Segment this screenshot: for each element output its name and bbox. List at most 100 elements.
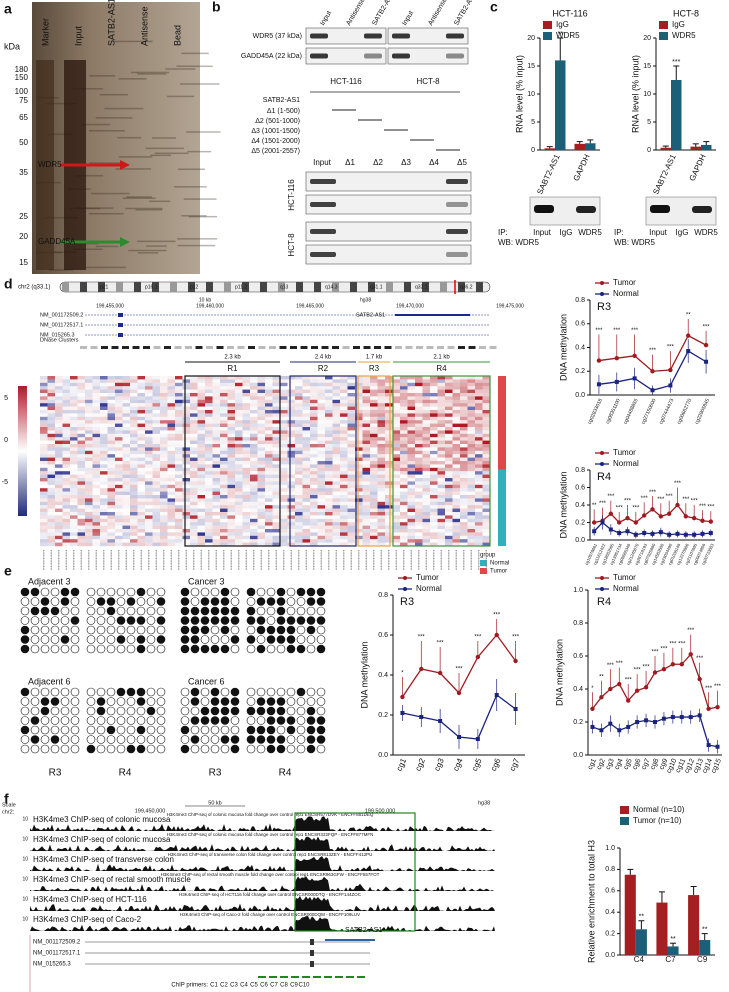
heat-cell (355, 423, 363, 428)
heat-cell (227, 542, 236, 547)
heat-cell (62, 532, 71, 536)
cpg-dot (306, 597, 316, 606)
cpg-dot (20, 744, 30, 754)
heat-cell (422, 413, 431, 417)
heat-cell (55, 457, 63, 462)
heat-cell (70, 461, 78, 465)
heat-cell (197, 474, 206, 479)
heat-cell (167, 518, 176, 523)
heat-cell (475, 416, 483, 421)
heat-cell (265, 505, 273, 509)
heat-cell (265, 457, 273, 462)
heat-cell (407, 379, 416, 383)
heat-cell (122, 474, 131, 479)
point (590, 706, 595, 711)
significance: *** (625, 678, 633, 684)
blot-band (364, 33, 382, 39)
blot-band (576, 206, 596, 213)
heat-cell (347, 464, 356, 468)
cpg-dot (146, 744, 156, 754)
heat-cell (437, 484, 446, 489)
heat-cell (40, 518, 48, 523)
heat-cell (107, 382, 116, 387)
cpg-dot (180, 706, 190, 716)
heat-cell (407, 512, 416, 516)
heat-cell (220, 518, 228, 523)
blot-band (310, 53, 328, 59)
heat-cell (250, 427, 258, 431)
region-label: R4 (597, 596, 611, 608)
heat-cell (392, 522, 401, 526)
heat-cell (205, 379, 213, 383)
heat-cell (167, 488, 176, 492)
heat-cell (370, 542, 378, 547)
cpg-dot (136, 725, 146, 735)
heat-cell (160, 444, 168, 448)
heat-cell (152, 454, 161, 458)
cpg-dot (30, 616, 40, 625)
cpg-dot (246, 587, 256, 597)
heat-cell (437, 515, 446, 519)
band-label: q14.3 (325, 284, 338, 290)
heat-cell (92, 399, 101, 404)
label: R3 (209, 768, 222, 779)
heat-cell (295, 474, 303, 479)
heat-cell (317, 461, 326, 465)
heat-cell (430, 474, 438, 479)
point (608, 511, 614, 516)
heat-cell (475, 488, 483, 492)
heat-cell (422, 444, 431, 448)
heat-cell (445, 522, 453, 526)
y-tick-label: 15 (527, 63, 535, 70)
point (650, 369, 655, 374)
heat-cell (317, 457, 326, 462)
heat-cell (122, 525, 131, 530)
heat-cell (280, 535, 288, 540)
heat-cell (40, 386, 48, 390)
heat-cell (362, 525, 371, 530)
heat-cell (212, 416, 221, 421)
heat-cell (47, 416, 56, 421)
heat-cell (452, 518, 461, 523)
heat-cell (287, 481, 296, 485)
heat-cell (257, 542, 266, 547)
heat-cell (40, 501, 48, 506)
cpg-dot (210, 725, 220, 735)
heat-cell (190, 454, 198, 458)
heat-cell (122, 508, 131, 513)
heat-cell (145, 474, 153, 479)
heat-cell (62, 539, 71, 543)
lane-label: Marker (40, 18, 50, 46)
heat-cell (347, 508, 356, 513)
heat-cell (422, 488, 431, 492)
heat-cell (107, 481, 116, 485)
heat-cell (242, 379, 251, 383)
heat-cell (287, 522, 296, 526)
heat-cell (400, 532, 408, 536)
heat-cell (460, 495, 468, 499)
cpg-dot (316, 644, 326, 654)
heat-cell (257, 450, 266, 455)
heat-cell (295, 518, 303, 523)
label: WB: WDR5 (614, 238, 655, 247)
heat-cell (77, 406, 86, 411)
heat-cell (325, 416, 333, 421)
heat-cell (85, 433, 93, 438)
cpg-dot (266, 735, 276, 744)
heat-cell (100, 416, 108, 421)
heat-cell (115, 444, 123, 448)
cpg-dot (50, 687, 60, 697)
heat-cell (280, 427, 288, 431)
heat-cell (272, 535, 281, 540)
heat-cell (152, 382, 161, 387)
heat-cell (392, 454, 401, 458)
heat-cell (362, 498, 371, 502)
heat-cell (370, 474, 378, 479)
heat-cell (205, 471, 213, 475)
cpg-dot (116, 635, 126, 644)
point (400, 711, 405, 715)
heat-cell (92, 420, 101, 424)
heat-cell (355, 386, 363, 390)
heat-cell (175, 488, 183, 492)
heat-cell (70, 433, 78, 438)
